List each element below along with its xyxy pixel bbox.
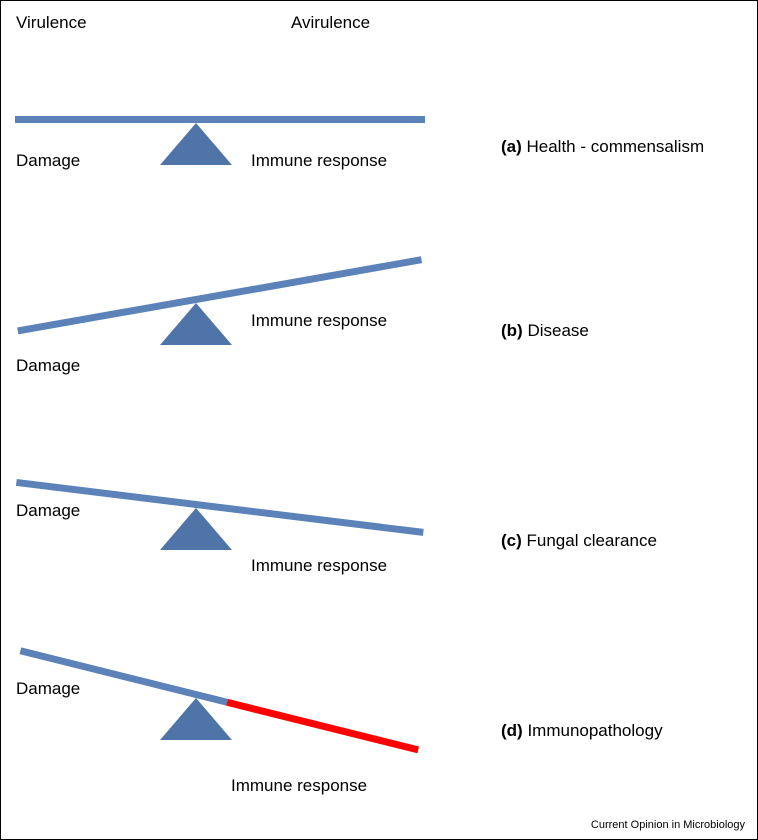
panel-label-d: (d) Immunopathology bbox=[501, 721, 663, 741]
panel-letter-b: (b) bbox=[501, 321, 527, 340]
panel-letter-d: (d) bbox=[501, 721, 527, 740]
immune-response-label-c: Immune response bbox=[251, 556, 387, 576]
panel-title-c: Fungal clearance bbox=[527, 531, 657, 550]
panel-title-a: Health - commensalism bbox=[527, 137, 705, 156]
header-virulence-label: Virulence bbox=[16, 13, 87, 33]
panel-letter-a: (a) bbox=[501, 137, 527, 156]
damage-label-a: Damage bbox=[16, 151, 80, 171]
immune-response-label-b: Immune response bbox=[251, 311, 387, 331]
damage-label-c: Damage bbox=[16, 501, 80, 521]
panel-letter-c: (c) bbox=[501, 531, 527, 550]
header-avirulence-label: Avirulence bbox=[291, 13, 370, 33]
immune-response-label-a: Immune response bbox=[251, 151, 387, 171]
damage-label-d: Damage bbox=[16, 679, 80, 699]
damage-label-b: Damage bbox=[16, 356, 80, 376]
beam-segment-a-0 bbox=[15, 116, 425, 123]
immune-response-label-d: Immune response bbox=[231, 776, 367, 796]
fulcrum-c bbox=[160, 508, 232, 550]
panel-label-b: (b) Disease bbox=[501, 321, 589, 341]
panel-title-b: Disease bbox=[527, 321, 588, 340]
panel-title-d: Immunopathology bbox=[527, 721, 662, 740]
footer-source: Current Opinion in Microbiology bbox=[591, 819, 745, 831]
panel-label-a: (a) Health - commensalism bbox=[501, 137, 704, 157]
panel-label-c: (c) Fungal clearance bbox=[501, 531, 657, 551]
fulcrum-a bbox=[160, 123, 232, 165]
seesaw-beam-a bbox=[15, 116, 425, 123]
beam-segment-d-1 bbox=[226, 699, 419, 753]
fulcrum-b bbox=[160, 303, 232, 345]
diagram-container: Virulence Avirulence Damage Immune respon… bbox=[1, 1, 757, 839]
